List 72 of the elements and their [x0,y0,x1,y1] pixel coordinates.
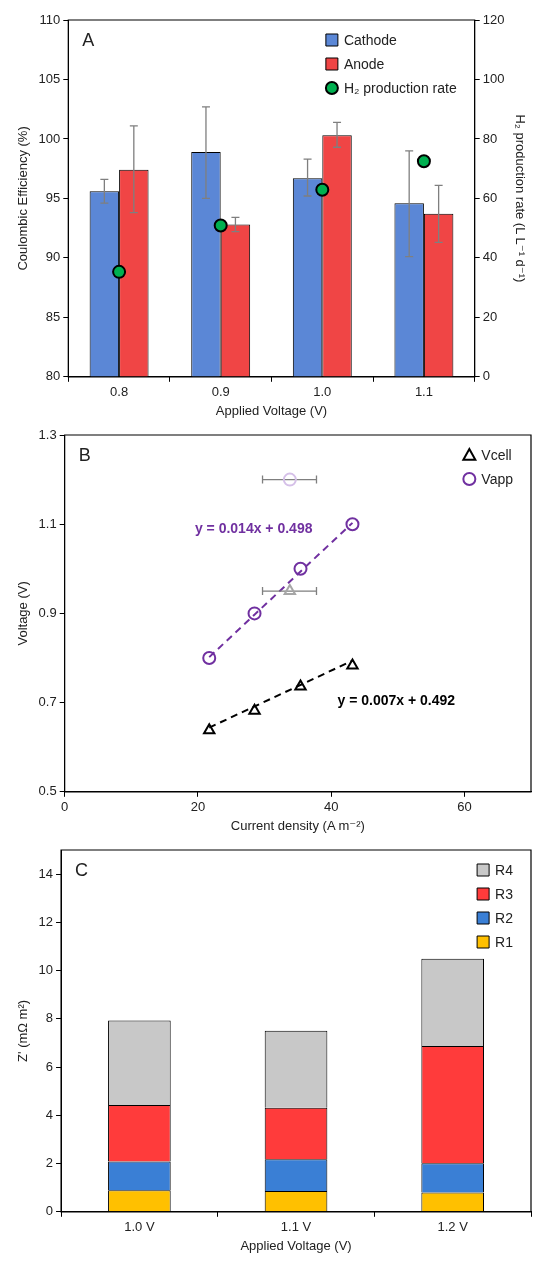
y-tick-label: 85 [45,308,61,324]
y-tick-label: 0.7 [38,694,57,710]
y2-tick-label: 120 [482,11,505,27]
point [294,679,307,691]
y2-tick-label: 80 [482,130,498,146]
y2-tick-label: 20 [482,308,498,324]
y-axis-title: Coulombic Efficiency (%) [15,126,31,271]
y-tick-label: 4 [45,1106,54,1122]
point [247,606,262,621]
x-axis-title: Current density (A m⁻²) [230,817,365,833]
y-tick-label: 1.1 [38,515,57,531]
point [346,658,359,670]
legend-label: H₂ production rate [343,79,457,96]
y-tick-label: 90 [45,249,61,265]
y-tick-label: 80 [45,368,61,384]
point [416,154,431,169]
x-axis-title: Applied Voltage (V) [215,402,328,418]
y-tick-label: 8 [45,1010,54,1026]
y-axis-title: Voltage (V) [15,581,31,646]
y-tick-label: 0.9 [38,604,57,620]
y2-tick-label: 0 [482,368,490,384]
y-tick-label: 0 [45,1203,54,1219]
legend-label: R3 [495,885,514,902]
y-tick-label: 95 [45,189,61,205]
x-tick-label: 0.8 [110,384,129,400]
y-tick-label: 10 [38,962,54,978]
point [315,182,330,197]
point [282,472,297,487]
y-tick-label: 110 [39,11,61,27]
point [293,561,308,576]
y-axis-title: Z' (mΩ m²) [15,999,31,1062]
annotation: y = 0.007x + 0.492 [337,691,456,708]
y2-tick-label: 40 [482,249,498,265]
x-tick-label: 1.0 [313,384,332,400]
point [112,264,127,279]
y-tick-label: 12 [38,913,54,929]
x-tick-label: 1.2 V [437,1219,469,1235]
legend-label: Anode [343,55,385,72]
y-tick-label: 6 [45,1058,54,1074]
annotation: y = 0.014x + 0.498 [194,519,313,536]
y2-tick-label: 100 [482,71,505,87]
y-tick-label: 1.3 [38,426,57,442]
legend-label: R4 [495,861,514,878]
y2-axis-title: H₂ production rate (L L⁻¹ d⁻¹) [512,114,528,283]
legend-label: Vcell [481,446,512,463]
point [345,517,360,532]
point [203,723,216,735]
x-tick-label: 20 [190,799,206,815]
x-tick-label: 1.1 [414,384,433,400]
y2-tick-label: 60 [482,189,498,205]
text: B [78,444,91,465]
point [213,218,228,233]
x-tick-label: 40 [323,799,339,815]
point [202,651,217,665]
legend-label: R1 [495,933,514,950]
y-tick-label: 14 [38,865,54,881]
y-tick-label: 0.5 [38,783,57,799]
point [283,584,297,596]
x-tick-label: 1.1 V [280,1219,312,1235]
text: C [75,859,89,880]
x-tick-label: 0.9 [211,384,230,400]
legend-label: R2 [495,909,514,926]
x-axis-title: Applied Voltage (V) [240,1237,352,1253]
y-tick-label: 100 [38,130,61,146]
text: A [82,29,95,50]
point [248,703,261,715]
y-tick-label: 2 [45,1155,54,1171]
legend-label: Cathode [343,31,398,48]
legend-label: Vapp [481,470,514,487]
x-tick-label: 60 [457,799,472,815]
y-tick-label: 105 [38,71,61,87]
x-tick-label: 1.0 V [124,1219,155,1235]
